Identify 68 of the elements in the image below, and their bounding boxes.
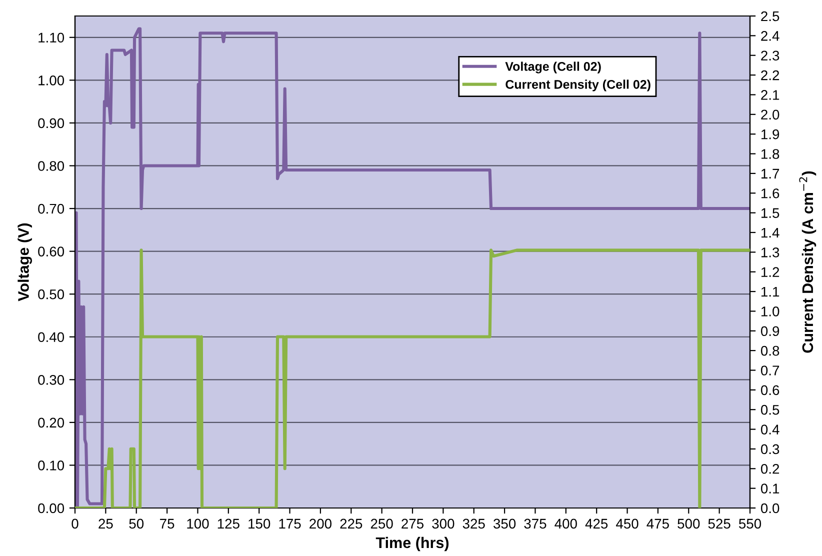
x-tick-label: 50 (129, 518, 144, 529)
y2-tick-label: 1.8 (761, 149, 780, 159)
x-tick-label: 75 (160, 518, 174, 529)
y-tick-label: 0.60 (38, 246, 64, 256)
y2-tick-label: 1.4 (761, 228, 780, 238)
legend-label: Current Density (Cell 02) (506, 80, 650, 92)
x-tick-label: 175 (279, 518, 301, 529)
y2-tick-label: 1.1 (761, 286, 780, 297)
y2-tick-label: 1.7 (761, 168, 780, 178)
y-tick-label: 0.10 (38, 460, 64, 470)
y2-tick-label: 0.0 (760, 503, 780, 514)
y2-tick-label: 0.4 (760, 424, 780, 434)
x-tick-label: 100 (187, 518, 209, 529)
y2-tick-label: 0.8 (760, 346, 780, 356)
legend-label: Voltage (Cell 02) (505, 62, 601, 74)
y2-tick-label: 1.9 (761, 129, 780, 140)
y2-tick-label: 2.5 (761, 11, 780, 22)
y2-tick-label: 0.7 (760, 366, 780, 376)
y-tick-label: 0.00 (38, 503, 64, 514)
x-tick-label: 325 (462, 518, 485, 529)
y2-tick-label: 1.6 (761, 188, 780, 198)
x-tick-label: 275 (402, 518, 424, 529)
y2-tick-label: 0.1 (760, 484, 780, 494)
x-tick-label: 400 (554, 518, 577, 529)
y-axis-title: Voltage (V) (18, 223, 32, 302)
y-tick-label: 0.50 (38, 289, 64, 300)
y-tick-label: 1.10 (38, 32, 64, 43)
x-tick-label: 425 (585, 518, 608, 529)
y-tick-label: 0.40 (38, 332, 64, 342)
y2-tick-label: 1.3 (761, 247, 780, 258)
x-tick-label: 0 (72, 518, 78, 529)
y2-tick-label: 0.2 (760, 464, 780, 474)
line-series (75, 248, 750, 508)
y2-tick-label: 0.6 (760, 385, 780, 396)
y-tick-label: 0.80 (38, 161, 64, 171)
y2-tick-label: 0.5 (760, 404, 780, 415)
y2-tick-label: 0.3 (760, 444, 780, 454)
x-tick-label: 25 (98, 518, 113, 529)
y2-tick-label: 2.4 (761, 31, 780, 41)
y-tick-label: 0.20 (38, 418, 64, 428)
y2-tick-label: 1.2 (761, 267, 780, 277)
x-tick-label: 125 (218, 518, 240, 529)
y-tick-label: 0.30 (38, 374, 64, 385)
y2-tick-label: 0.9 (760, 326, 780, 336)
y2-tick-label: 2.1 (761, 90, 780, 100)
x-tick-label: 525 (708, 518, 730, 529)
x-tick-label: 500 (678, 518, 700, 529)
y2-tick-label: 1.0 (761, 306, 780, 316)
y2-tick-label: 2.2 (761, 70, 780, 80)
y-tick-label: 0.70 (38, 204, 64, 214)
x-tick-label: 150 (248, 518, 270, 529)
x-tick-label: 225 (340, 518, 362, 529)
y2-tick-label: 1.5 (761, 208, 780, 218)
y-tick-label: 1.00 (38, 76, 64, 86)
x-tick-label: 450 (616, 518, 638, 529)
line-series (75, 27, 750, 508)
x-tick-label: 200 (310, 518, 332, 529)
x-tick-label: 375 (524, 518, 546, 529)
y2-axis-title: Current Density (A cm$^{−2}$) (799, 171, 816, 353)
x-tick-label: 300 (432, 518, 454, 529)
x-tick-label: 550 (738, 518, 762, 529)
y2-tick-label: 2.3 (761, 50, 780, 61)
x-tick-label: 250 (370, 518, 393, 529)
x-tick-label: 475 (646, 518, 669, 529)
y-tick-label: 0.90 (38, 118, 64, 128)
x-axis-title: Time (hrs) (376, 536, 449, 552)
y2-tick-label: 2.0 (761, 110, 780, 120)
x-tick-label: 350 (493, 518, 516, 529)
